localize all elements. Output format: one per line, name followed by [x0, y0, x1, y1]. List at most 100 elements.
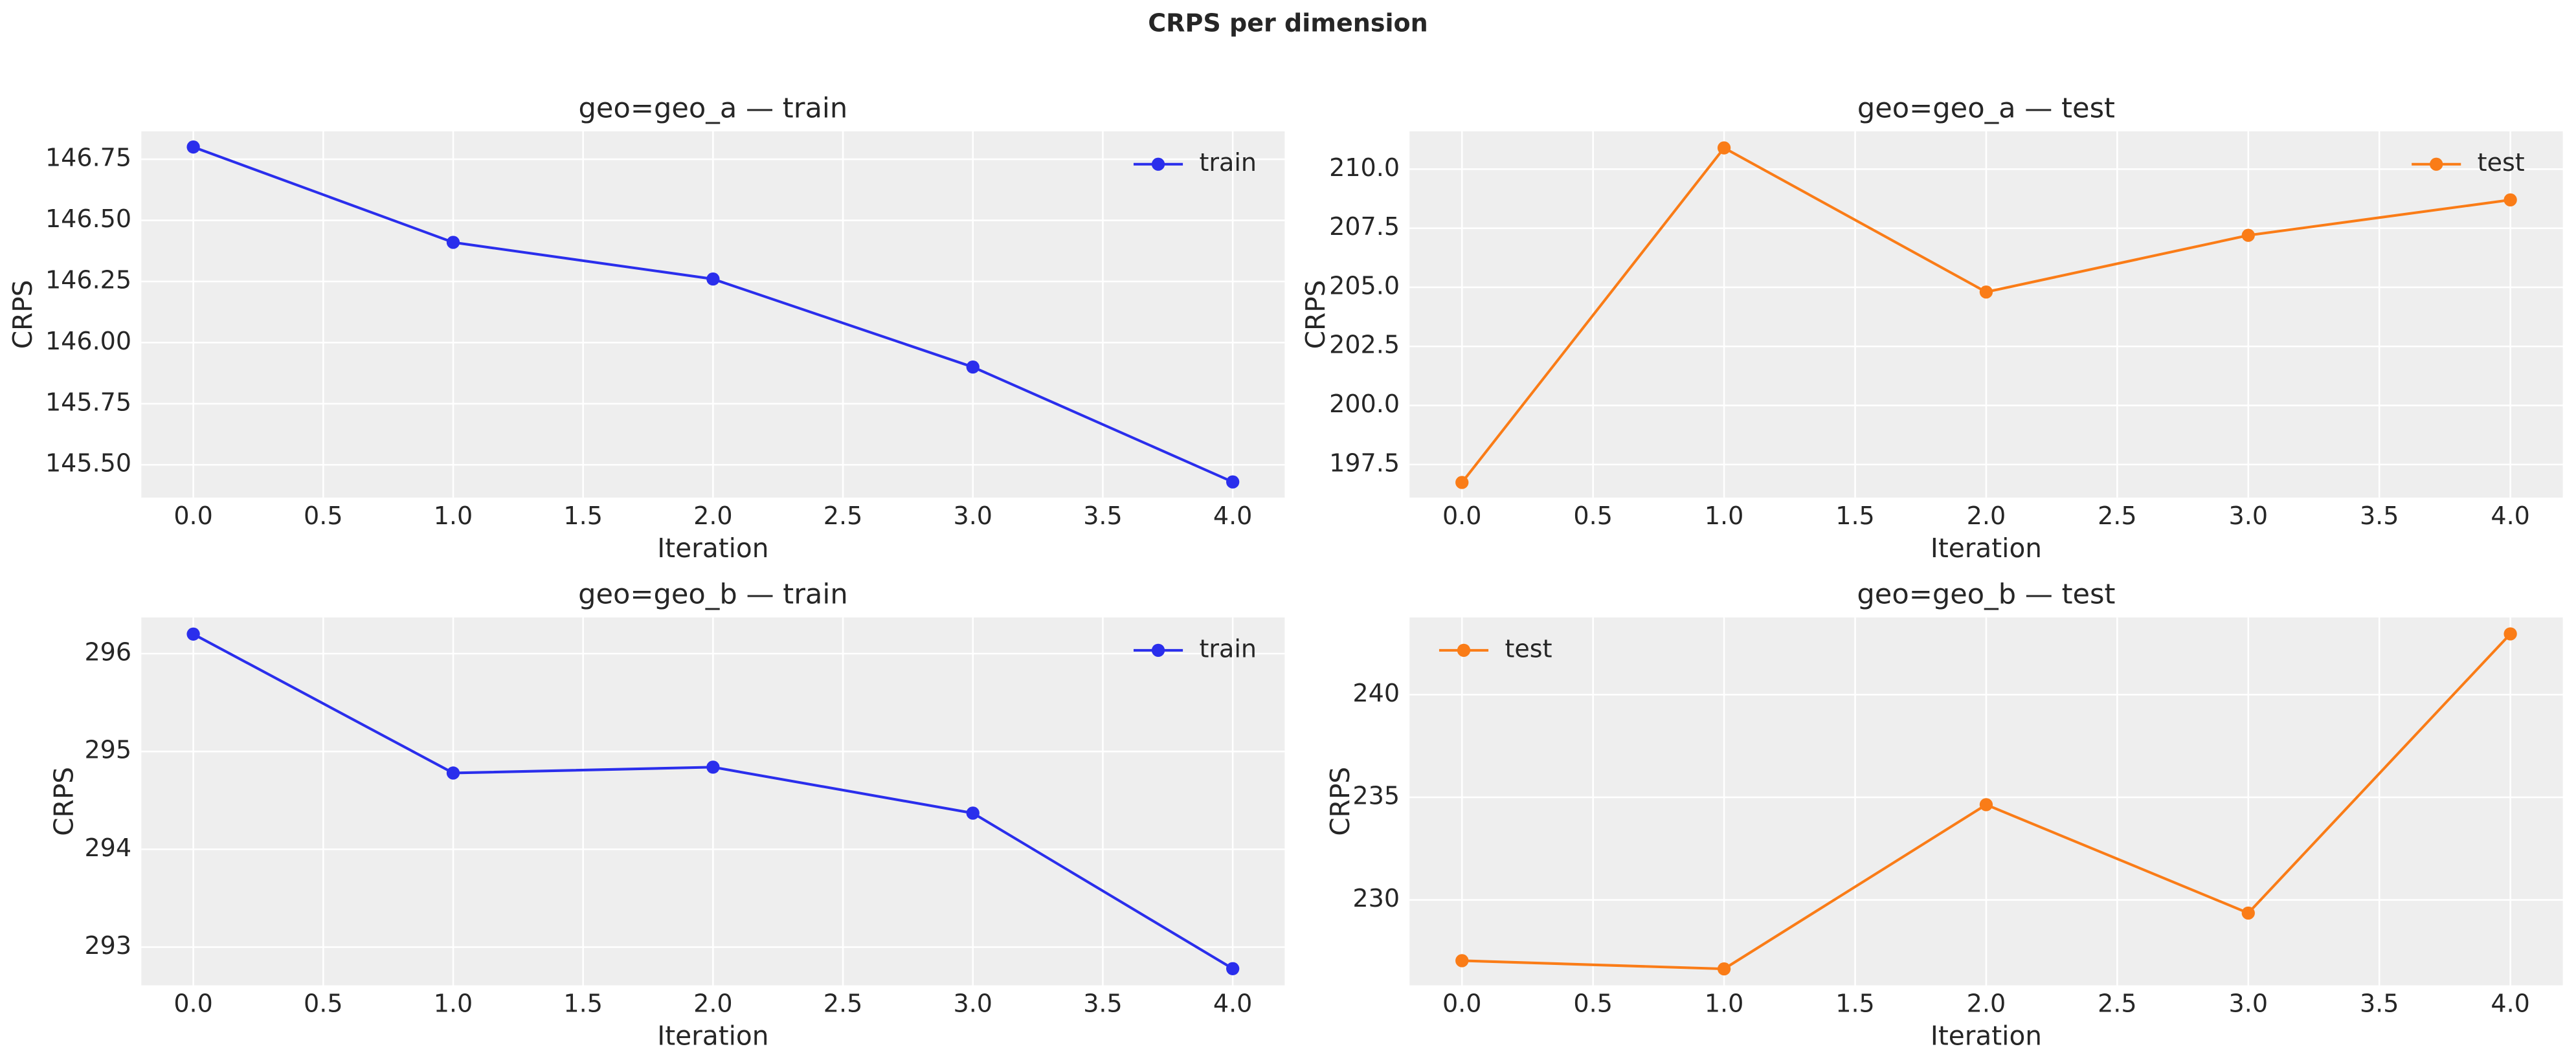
- x-tick-label: 2.0: [693, 502, 733, 530]
- figure-title: CRPS per dimension: [1148, 9, 1428, 38]
- x-tick-label: 2.0: [1967, 989, 2006, 1017]
- point: [446, 766, 460, 780]
- point: [1979, 798, 1993, 812]
- x-tick-label: 0.5: [304, 989, 343, 1017]
- y-tick-label: 145.75: [45, 388, 131, 416]
- x-tick-label: 4.0: [1213, 989, 1253, 1017]
- y-tick-label: 200.0: [1329, 390, 1400, 418]
- point: [2241, 228, 2255, 242]
- x-tick-label: 0.0: [1442, 502, 1482, 530]
- x-tick-label: 3.0: [954, 502, 993, 530]
- x-tick-label: 3.5: [2360, 502, 2399, 530]
- y-tick-label: 197.5: [1329, 448, 1400, 477]
- point: [2503, 193, 2517, 207]
- x-tick-label: 3.5: [2360, 989, 2399, 1017]
- subplot: 0.0 0.5 1.0 1.5 2.0 2.5 3.0 3.5 4.0 145.50 145.75 1…: [7, 93, 1285, 564]
- x-tick-label: 1.0: [434, 502, 473, 530]
- x-tick-label: 1.5: [563, 989, 603, 1017]
- point: [1455, 954, 1469, 968]
- x-tick-label: 2.5: [2098, 989, 2137, 1017]
- y-tick-label: 296: [84, 638, 131, 667]
- y-tick-label: 295: [84, 736, 131, 764]
- x-tick-label: 2.5: [823, 502, 863, 530]
- x-tick-label: 4.0: [1213, 502, 1253, 530]
- point: [706, 272, 720, 286]
- y-axis-label: CRPS: [1300, 280, 1331, 349]
- x-axis-label: Iteration: [1931, 1021, 2042, 1052]
- y-tick-label: 146.50: [45, 205, 131, 233]
- x-tick-label: 2.5: [823, 989, 863, 1017]
- point: [1979, 285, 1993, 299]
- subplot-title: geo=geo_b — train: [578, 579, 848, 611]
- point: [2241, 906, 2255, 920]
- y-tick-label: 294: [84, 834, 131, 862]
- y-tick-label: 207.5: [1329, 212, 1400, 241]
- y-tick-label: 205.0: [1329, 271, 1400, 300]
- x-tick-label: 2.5: [2098, 502, 2137, 530]
- y-tick-label: 293: [84, 931, 131, 960]
- y-tick-label: 240: [1352, 679, 1400, 707]
- legend-label: train: [1199, 148, 1257, 177]
- legend-marker: [1457, 643, 1471, 657]
- legend-label: test: [2478, 148, 2525, 177]
- point: [966, 806, 980, 820]
- x-tick-label: 0.0: [174, 502, 213, 530]
- subplot: 0.0 0.5 1.0 1.5 2.0 2.5 3.0 3.5 4.0 293 294 295 296 g…: [49, 579, 1285, 1052]
- point: [1717, 962, 1731, 976]
- subplot: 0.0 0.5 1.0 1.5 2.0 2.5 3.0 3.5 4.0 197.5 200.0 202…: [1300, 93, 2563, 564]
- x-tick-label: 2.0: [693, 989, 733, 1017]
- point: [186, 140, 200, 154]
- x-tick-label: 1.5: [563, 502, 603, 530]
- y-axis-label: CRPS: [49, 767, 80, 836]
- x-tick-label: 0.0: [1442, 989, 1482, 1017]
- y-tick-label: 146.75: [45, 144, 131, 172]
- x-tick-label: 3.0: [2229, 502, 2268, 530]
- subplot-title: geo=geo_b — test: [1857, 579, 2115, 611]
- x-tick-label: 3.5: [1083, 502, 1123, 530]
- legend-marker: [1151, 157, 1165, 171]
- x-tick-label: 0.5: [1573, 989, 1613, 1017]
- subplot-title: geo=geo_a — train: [579, 93, 848, 125]
- legend-label: train: [1199, 634, 1257, 663]
- point: [966, 360, 980, 374]
- x-tick-label: 1.0: [434, 989, 473, 1017]
- point: [1455, 476, 1469, 489]
- x-tick-label: 0.0: [174, 989, 213, 1017]
- point: [1226, 962, 1240, 975]
- point: [186, 627, 200, 641]
- subplot: 0.0 0.5 1.0 1.5 2.0 2.5 3.0 3.5 4.0 230 235 240 geo=…: [1325, 579, 2563, 1052]
- x-tick-label: 1.5: [1835, 502, 1875, 530]
- y-tick-label: 235: [1352, 781, 1400, 810]
- x-tick-label: 4.0: [2491, 502, 2530, 530]
- x-axis-label: Iteration: [657, 1021, 768, 1052]
- x-tick-label: 3.0: [954, 989, 993, 1017]
- y-tick-label: 146.00: [45, 327, 131, 355]
- y-axis-label: CRPS: [7, 280, 38, 349]
- y-axis-label: CRPS: [1325, 767, 1356, 836]
- point: [706, 760, 720, 774]
- y-tick-label: 210.0: [1329, 153, 1400, 182]
- y-tick-label: 202.5: [1329, 331, 1400, 359]
- y-tick-label: 146.25: [45, 265, 131, 294]
- x-axis-label: Iteration: [657, 533, 768, 564]
- x-tick-label: 0.5: [1573, 502, 1613, 530]
- x-tick-label: 1.5: [1835, 989, 1875, 1017]
- y-tick-label: 230: [1352, 884, 1400, 913]
- x-tick-label: 3.0: [2229, 989, 2268, 1017]
- point: [2503, 627, 2517, 641]
- x-tick-label: 4.0: [2491, 989, 2530, 1017]
- legend-marker: [2430, 157, 2443, 171]
- legend-marker: [1151, 643, 1165, 657]
- x-axis-label: Iteration: [1931, 533, 2042, 564]
- x-tick-label: 0.5: [304, 502, 343, 530]
- point: [1226, 475, 1240, 489]
- x-tick-label: 2.0: [1967, 502, 2006, 530]
- y-tick-label: 145.50: [45, 449, 131, 478]
- point: [1717, 141, 1731, 155]
- x-tick-label: 1.0: [1705, 502, 1744, 530]
- subplot-title: geo=geo_a — test: [1857, 93, 2115, 125]
- legend-label: test: [1505, 634, 1552, 663]
- point: [446, 236, 460, 249]
- x-tick-label: 1.0: [1705, 989, 1744, 1017]
